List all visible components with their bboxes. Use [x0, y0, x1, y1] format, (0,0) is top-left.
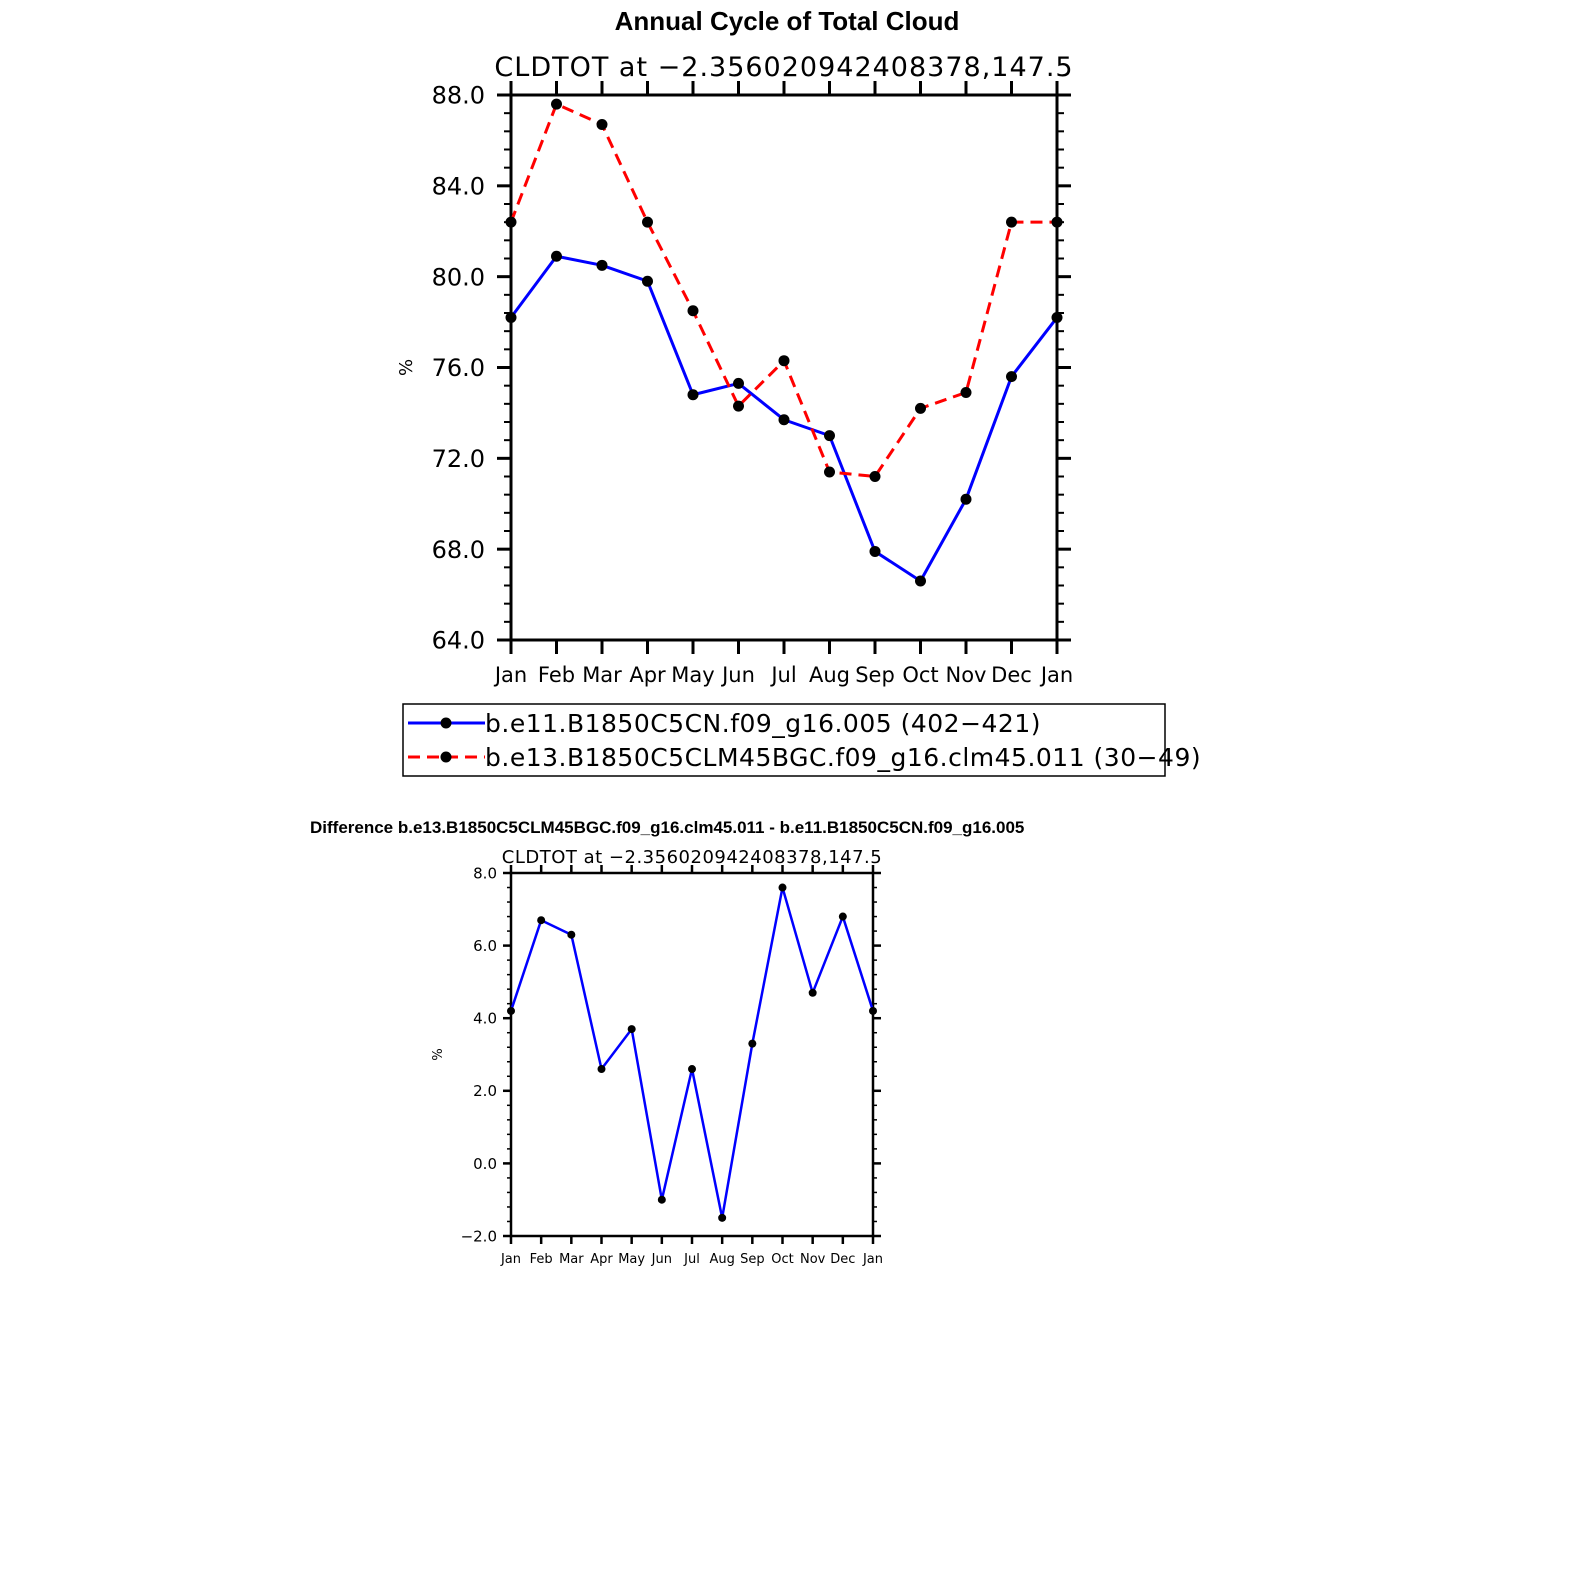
data-point	[915, 402, 926, 414]
y-tick-label: 8.0	[473, 864, 497, 882]
x-tick-label: Jan	[1039, 663, 1073, 687]
x-tick-label: Dec	[991, 663, 1032, 687]
x-tick-label: Jan	[500, 1252, 521, 1267]
legend-label: b.e13.B1850C5CLM45BGC.f09_g16.clm45.011 …	[485, 743, 1201, 772]
x-tick-label: Dec	[830, 1252, 855, 1267]
y-tick-label: 6.0	[473, 937, 497, 955]
y-tick-label: 84.0	[432, 172, 485, 200]
data-point	[869, 545, 881, 557]
x-tick-label: Sep	[740, 1252, 765, 1267]
x-tick-label: Nov	[946, 663, 987, 687]
data-point	[778, 414, 790, 426]
data-point	[687, 389, 699, 401]
x-tick-label: Aug	[809, 663, 850, 687]
data-point	[869, 471, 881, 482]
chart-subtitle: CLDTOT at −2.356020942408378,147.5	[502, 847, 882, 868]
data-point	[733, 400, 744, 412]
data-point	[505, 312, 517, 324]
x-tick-label: May	[618, 1252, 645, 1267]
data-point	[748, 1039, 757, 1048]
data-point	[642, 216, 653, 228]
data-point	[687, 305, 699, 317]
x-tick-label: Aug	[709, 1252, 734, 1267]
y-tick-label: 0.0	[473, 1155, 497, 1173]
chart-subtitle: CLDTOT at −2.356020942408378,147.5	[494, 52, 1073, 83]
y-tick-label: 4.0	[473, 1010, 497, 1028]
data-point	[551, 98, 562, 110]
x-tick-label: Jun	[651, 1252, 672, 1267]
data-point	[596, 259, 608, 271]
data-point	[1006, 216, 1017, 228]
difference-title: Difference b.e13.B1850C5CLM45BGC.f09_g16…	[310, 818, 1025, 837]
data-point	[778, 883, 787, 892]
data-point	[960, 386, 972, 398]
x-tick-label: Feb	[538, 663, 575, 687]
y-axis-label: %	[396, 359, 417, 376]
x-tick-label: May	[671, 663, 714, 687]
data-point	[718, 1213, 727, 1222]
data-point	[869, 1006, 877, 1015]
data-point	[960, 493, 972, 505]
data-point	[537, 916, 546, 925]
x-tick-label: Sep	[855, 663, 895, 687]
data-point	[824, 466, 835, 478]
y-tick-label: −2.0	[461, 1227, 497, 1245]
legend-marker	[440, 717, 452, 729]
data-point	[657, 1195, 666, 1204]
y-axis-label: %	[431, 1048, 446, 1060]
data-point	[808, 988, 817, 997]
legend-marker	[440, 751, 452, 763]
data-point	[596, 119, 608, 131]
data-point	[627, 1025, 636, 1034]
x-tick-label: Jan	[493, 663, 527, 687]
y-tick-label: 64.0	[432, 627, 485, 655]
y-tick-label: 72.0	[432, 445, 485, 473]
data-point	[505, 216, 517, 228]
series-line-1	[509, 886, 875, 1220]
x-tick-label: Feb	[530, 1252, 553, 1267]
y-tick-label: 88.0	[432, 82, 485, 110]
data-point	[838, 912, 847, 921]
data-point	[1051, 312, 1063, 324]
y-tick-label: 2.0	[473, 1082, 497, 1100]
data-point	[824, 430, 835, 442]
data-point	[915, 575, 926, 587]
x-tick-label: Apr	[590, 1252, 613, 1267]
x-tick-label: Nov	[800, 1252, 826, 1267]
x-tick-label: Jul	[769, 663, 796, 687]
legend-label: b.e11.B1850C5CN.f09_g16.005 (402−421)	[485, 709, 1041, 738]
data-point	[551, 250, 562, 262]
y-tick-label: 80.0	[432, 263, 485, 291]
data-point	[597, 1065, 606, 1074]
data-point	[733, 377, 744, 389]
x-tick-label: Mar	[582, 663, 622, 687]
x-tick-label: Jul	[683, 1252, 700, 1267]
x-tick-label: Jan	[862, 1252, 883, 1267]
data-point	[567, 930, 576, 939]
data-point	[1051, 216, 1063, 228]
x-tick-label: Jun	[720, 663, 755, 687]
plot-frame	[509, 871, 875, 1238]
main-title: Annual Cycle of Total Cloud	[614, 6, 960, 36]
data-point	[688, 1065, 696, 1074]
data-point	[642, 275, 653, 287]
data-point	[507, 1006, 515, 1015]
y-tick-label: 76.0	[432, 354, 485, 382]
data-point	[778, 355, 790, 367]
x-tick-label: Apr	[629, 663, 666, 687]
x-tick-label: Mar	[559, 1252, 584, 1267]
legend-box	[402, 703, 1166, 777]
x-tick-label: Oct	[771, 1252, 793, 1267]
y-tick-label: 68.0	[432, 536, 485, 564]
data-point	[1006, 371, 1017, 383]
x-tick-label: Oct	[902, 663, 938, 687]
annual-cycle-chart: CLDTOT at −2.356020942408378,147.5 64.0 68…	[396, 52, 1201, 777]
